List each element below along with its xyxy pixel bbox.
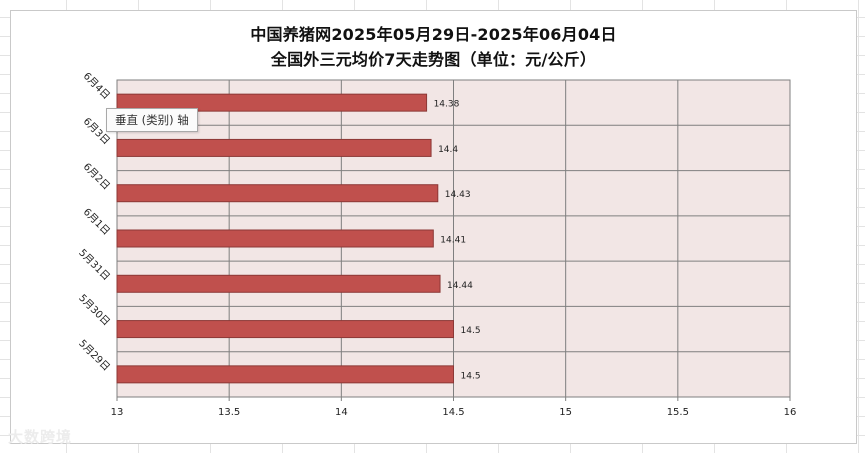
category-label: 5月30日 [76, 292, 112, 328]
axis-tooltip: 垂直 (类别) 轴 [106, 108, 198, 132]
bar-value-label: 14.44 [447, 281, 473, 291]
bar [116, 229, 434, 248]
x-tick-label: 13.5 [218, 407, 240, 418]
x-tick-label: 15.5 [667, 407, 689, 418]
bar-value-label: 14.43 [445, 190, 471, 200]
category-label: 6月4日 [81, 70, 113, 102]
bar-value-label: 14.5 [461, 371, 481, 381]
bar [116, 274, 441, 293]
chart-title-line2: 全国外三元均价7天走势图（单位：元/公斤） [270, 50, 597, 69]
bar [116, 320, 454, 339]
bar-value-label: 14.5 [461, 326, 481, 336]
category-label: 6月2日 [81, 161, 113, 193]
bar [116, 93, 428, 112]
x-tick-label: 16 [784, 407, 797, 418]
bar-value-label: 14.41 [440, 236, 466, 246]
x-tick-label: 15 [559, 407, 572, 418]
category-label: 6月1日 [81, 206, 113, 238]
bar [116, 184, 439, 203]
bar-value-label: 14.38 [434, 100, 460, 110]
x-tick-label: 14.5 [442, 407, 464, 418]
watermark-text: 大数跨境 [8, 428, 73, 446]
bar-value-label: 14.4 [438, 145, 458, 155]
bar [116, 365, 454, 384]
x-tick-label: 13 [111, 407, 124, 418]
category-label: 5月29日 [76, 337, 112, 373]
category-label: 5月31日 [76, 247, 112, 283]
bar [116, 138, 432, 157]
chart-title-line1: 中国养猪网2025年05月29日-2025年06月04日 [250, 25, 617, 44]
x-tick-label: 14 [335, 407, 348, 418]
